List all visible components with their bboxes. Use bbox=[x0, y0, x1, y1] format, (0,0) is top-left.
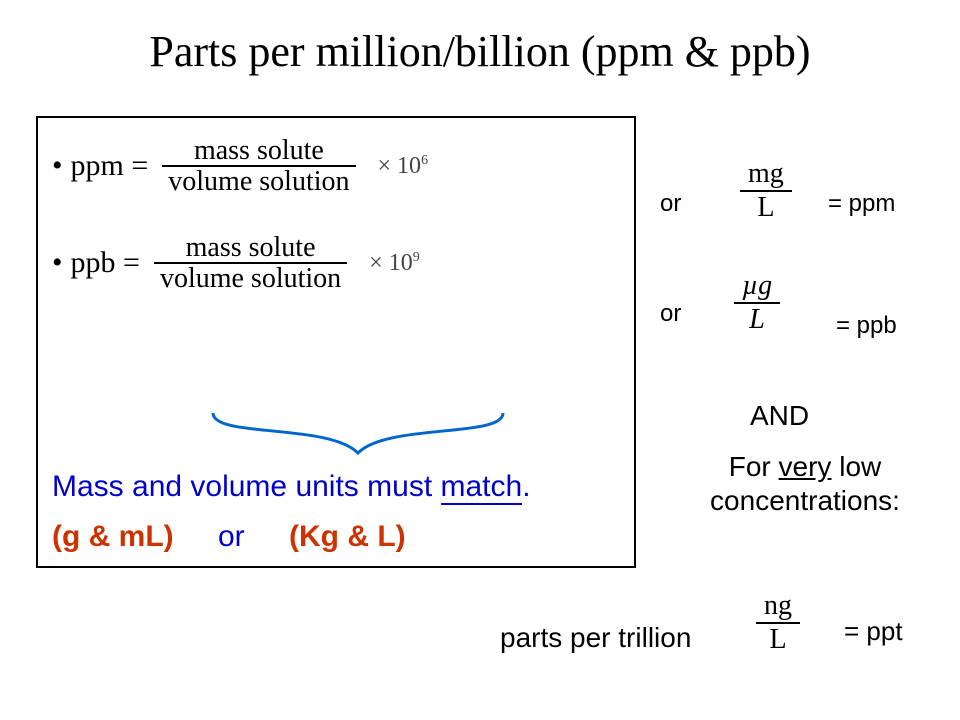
ng-den: L bbox=[756, 624, 800, 656]
ng-num: ng bbox=[756, 590, 800, 624]
low-concentration-note: For very low concentrations: bbox=[660, 450, 950, 517]
parts-per-trillion-label: parts per trillion bbox=[500, 622, 691, 654]
ppm-denominator: volume solution bbox=[162, 167, 355, 196]
ppb-denominator: volume solution bbox=[154, 264, 347, 293]
ug-den: L bbox=[734, 304, 780, 336]
mg-den: L bbox=[740, 192, 792, 224]
match-suffix: . bbox=[522, 470, 530, 503]
mg-num: mg bbox=[740, 158, 792, 192]
and-label: AND bbox=[750, 400, 809, 432]
ppb-fraction: mass solute volume solution bbox=[154, 233, 347, 294]
ppm-multiplier: × 106 bbox=[378, 153, 429, 180]
ppm-formula-row: • ppm = mass solute volume solution × 10… bbox=[52, 136, 620, 197]
ppm-numerator: mass solute bbox=[162, 136, 355, 167]
ppb-formula-row: • ppb = mass solute volume solution × 10… bbox=[52, 233, 620, 294]
ppb-multiplier: × 109 bbox=[369, 250, 420, 277]
bullet-icon: • bbox=[52, 149, 63, 183]
formula-box: • ppm = mass solute volume solution × 10… bbox=[36, 116, 636, 568]
or-label-1: or bbox=[660, 190, 681, 218]
bullet-icon: • bbox=[52, 246, 63, 280]
ppm-lhs: ppm = bbox=[71, 149, 149, 183]
mg-over-L-fraction: mg L bbox=[740, 158, 792, 224]
lowconc-prefix: For bbox=[729, 451, 779, 482]
unit-pairs-note: (g & mL) or (Kg & L) bbox=[52, 520, 406, 554]
equals-ppb: = ppb bbox=[836, 312, 897, 340]
slide: Parts per million/billion (ppm & ppb) • … bbox=[0, 0, 960, 720]
ppm-mult-base: × 10 bbox=[378, 153, 422, 179]
pair-g-ml: (g & mL) bbox=[52, 520, 174, 553]
match-prefix: Mass and volume units must bbox=[52, 470, 441, 503]
units-must-match-note: Mass and volume units must match. bbox=[52, 470, 531, 504]
ug-over-L-fraction: µg L bbox=[734, 270, 780, 336]
ug-num: µg bbox=[734, 270, 780, 304]
or-label: or bbox=[218, 520, 245, 553]
equals-ppt: = ppt bbox=[844, 616, 903, 647]
lowconc-underlined: very bbox=[779, 451, 832, 482]
ppb-mult-base: × 10 bbox=[369, 250, 413, 276]
ppb-lhs: ppb = bbox=[71, 246, 140, 280]
or-label-2: or bbox=[660, 300, 681, 328]
ppb-mult-exp: 9 bbox=[413, 250, 420, 265]
ppb-numerator: mass solute bbox=[154, 233, 347, 264]
ng-over-L-fraction: ng L bbox=[756, 590, 800, 656]
pair-kg-l: (Kg & L) bbox=[289, 520, 406, 553]
match-underlined: match bbox=[441, 470, 523, 505]
ppm-mult-exp: 6 bbox=[421, 153, 428, 168]
curly-brace-icon bbox=[208, 408, 508, 458]
ppm-fraction: mass solute volume solution bbox=[162, 136, 355, 197]
slide-title: Parts per million/billion (ppm & ppb) bbox=[0, 26, 960, 77]
equals-ppm: = ppm bbox=[828, 190, 895, 218]
